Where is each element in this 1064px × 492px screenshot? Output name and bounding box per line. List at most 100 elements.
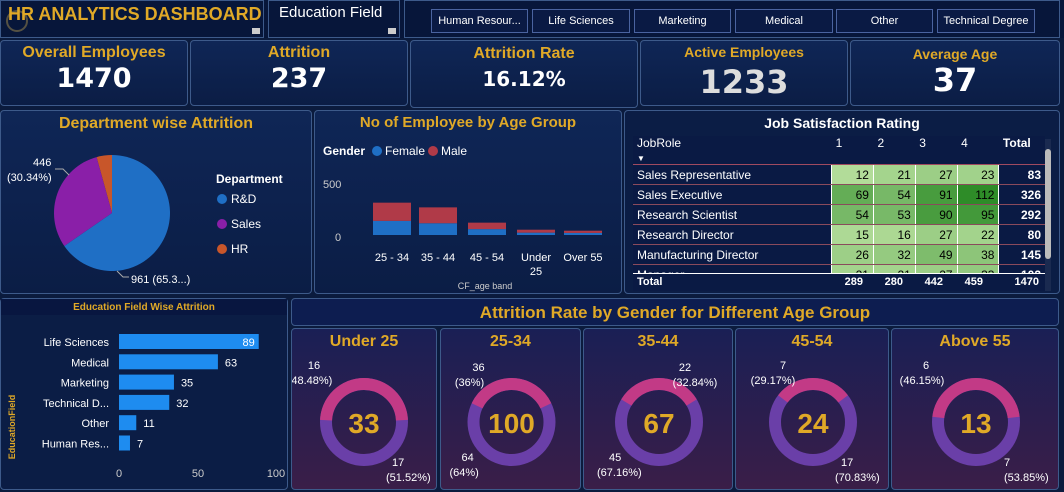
pie-slice-sales[interactable] [53, 157, 112, 246]
slicer-option-life-sciences[interactable]: Life Sciences [532, 9, 630, 33]
kpi-label: Active Employees [684, 44, 804, 60]
edu-xtick-100: 100 [267, 468, 285, 480]
cell-rating: 95 [956, 204, 999, 225]
donut-title: 45-54 [791, 333, 833, 350]
donut-chart: 100 36 (36%) 64 (64%) [450, 362, 556, 479]
donut-ring-top[interactable] [320, 378, 408, 421]
job-sat-table: JobRole ▼ 1 2 3 4 Total Sales Representat… [633, 136, 1045, 285]
cell-rating: 15 [831, 224, 874, 245]
edu-ylabel: EducationField [7, 395, 17, 460]
header-3[interactable]: 3 [915, 136, 958, 165]
legend-label-rd: R&D [231, 192, 257, 206]
header-jobrole[interactable]: JobRole ▼ [633, 136, 832, 165]
age-xtick: 45 - 54 [470, 252, 504, 264]
slicer-option-medical[interactable]: Medical [735, 9, 833, 33]
donut-title: Above 55 [939, 333, 1011, 350]
cell-jobrole: Sales Representative [633, 164, 832, 185]
donut-ring-top[interactable] [778, 378, 848, 403]
kpi-label: Attrition Rate [473, 45, 575, 62]
donut-chart: 33 16 (48.48%) 17 (51.52%) [292, 360, 431, 484]
cell-rating: 69 [831, 184, 874, 205]
donut-panel-3: 45-54 24 7 (29.17%) 17 (70.83%) [735, 328, 889, 490]
slicer-option-technical-degree[interactable]: Technical Degree [937, 9, 1035, 33]
edu-bar[interactable] [119, 435, 130, 451]
slicer-option-hr[interactable]: Human Resour... [431, 9, 528, 33]
cell-jobrole: Manufacturing Director [633, 244, 832, 265]
edu-bar[interactable] [119, 415, 137, 431]
edu-bar-value: 89 [242, 337, 254, 349]
slicer-option-other[interactable]: Other [836, 9, 933, 33]
bar-female-3[interactable] [517, 232, 555, 235]
edu-bar[interactable] [119, 354, 218, 370]
dashboard-title: HR ANALYTICS DASHBOARD [8, 4, 262, 24]
bar-male-4[interactable] [564, 230, 602, 233]
header-4[interactable]: 4 [957, 136, 999, 165]
table-row[interactable]: Sales Representative 12 21 27 23 83 [633, 164, 1045, 185]
edu-bar[interactable] [119, 334, 259, 349]
dept-pie-chart: 446 (30.34%) 961 (65.3...) Department R&… [7, 155, 283, 286]
donut-chart: 67 22 (32.84%) 45 (67.16%) [597, 362, 717, 479]
bar-female-2[interactable] [468, 229, 506, 235]
table-row[interactable]: Research Director 15 16 27 22 80 [633, 224, 1045, 245]
donut-ring-top[interactable] [471, 378, 552, 409]
slicer-expand-icon[interactable] [388, 28, 396, 34]
sort-icon[interactable]: ▼ [637, 154, 645, 163]
table-row[interactable]: Sales Executive 69 54 91 112 326 [633, 184, 1045, 205]
legend-label-hr: HR [231, 242, 249, 256]
edu-category-label: Other [81, 418, 109, 430]
header-2[interactable]: 2 [873, 136, 916, 165]
kpi-label: Attrition [267, 44, 331, 61]
age-legend-label-male: Male [441, 144, 467, 158]
kpi-attrition-rate: Attrition Rate 16.12% [410, 40, 638, 108]
pie-slice-rd[interactable] [64, 155, 170, 271]
age-xtick: Over 55 [563, 252, 602, 264]
table-row[interactable]: Manufacturing Director 26 32 49 38 145 [633, 244, 1045, 265]
header-total[interactable]: Total [998, 136, 1045, 165]
total-3: 442 [924, 276, 943, 288]
cell-total: 80 [998, 224, 1045, 245]
header-1[interactable]: 1 [831, 136, 874, 165]
bar-male-3[interactable] [517, 229, 555, 233]
donut-top-count: 6 [923, 360, 929, 372]
table-header-row: JobRole ▼ 1 2 3 4 Total [633, 136, 1045, 165]
edu-bar-value: 32 [176, 398, 188, 410]
back-icon[interactable] [6, 10, 28, 32]
bar-male-2[interactable] [468, 222, 506, 230]
donut-ring-top[interactable] [621, 378, 697, 406]
expand-icon[interactable] [252, 28, 260, 34]
age-xlabel: CF_age band [458, 281, 513, 291]
cell-jobrole: Sales Executive [633, 184, 832, 205]
cell-jobrole: Research Scientist [633, 204, 832, 225]
donut-bottom-count: 64 [462, 452, 474, 464]
age-group-panel: No of Employee by Age Group Gender Femal… [314, 110, 622, 294]
legend-label-sales: Sales [231, 217, 261, 231]
bar-male-1[interactable] [419, 207, 457, 224]
slicer-option-marketing[interactable]: Marketing [634, 9, 731, 33]
cell-rating: 27 [914, 224, 958, 245]
legend-dot-rd [217, 194, 227, 204]
cell-rating: 54 [872, 184, 916, 205]
legend-dot-sales [217, 219, 227, 229]
pie-slice-hr[interactable] [96, 155, 112, 213]
kpi-label: Average Age [912, 46, 998, 62]
donut-panel-2: 35-44 67 22 (32.84%) 45 (67.16%) [583, 328, 733, 490]
table-row[interactable]: Research Scientist 54 53 90 95 292 [633, 204, 1045, 225]
pie-label-sales-count: 446 [33, 157, 51, 169]
kpi-value: 1470 [56, 63, 132, 94]
bar-female-0[interactable] [373, 220, 411, 235]
edu-bar[interactable] [119, 374, 174, 390]
bar-female-4[interactable] [564, 232, 602, 235]
age-legend-label-female: Female [385, 144, 425, 158]
donut-bottom-pct: (67.16%) [597, 467, 642, 479]
donut-top-pct: (48.48%) [292, 375, 332, 387]
bar-female-1[interactable] [419, 223, 457, 235]
donut-panel-1: 25-34 100 36 (36%) 64 (64%) [440, 328, 581, 490]
bar-male-0[interactable] [373, 202, 411, 221]
donut-top-pct: (46.15%) [900, 375, 945, 387]
table-scrollbar[interactable] [1045, 139, 1051, 291]
donut-center-value: 67 [643, 408, 674, 439]
donut-ring-top[interactable] [932, 378, 1020, 419]
edu-bar[interactable] [119, 394, 170, 410]
donut-top-pct: (29.17%) [751, 375, 796, 387]
donut-chart: 24 7 (29.17%) 17 (70.83%) [751, 360, 880, 484]
